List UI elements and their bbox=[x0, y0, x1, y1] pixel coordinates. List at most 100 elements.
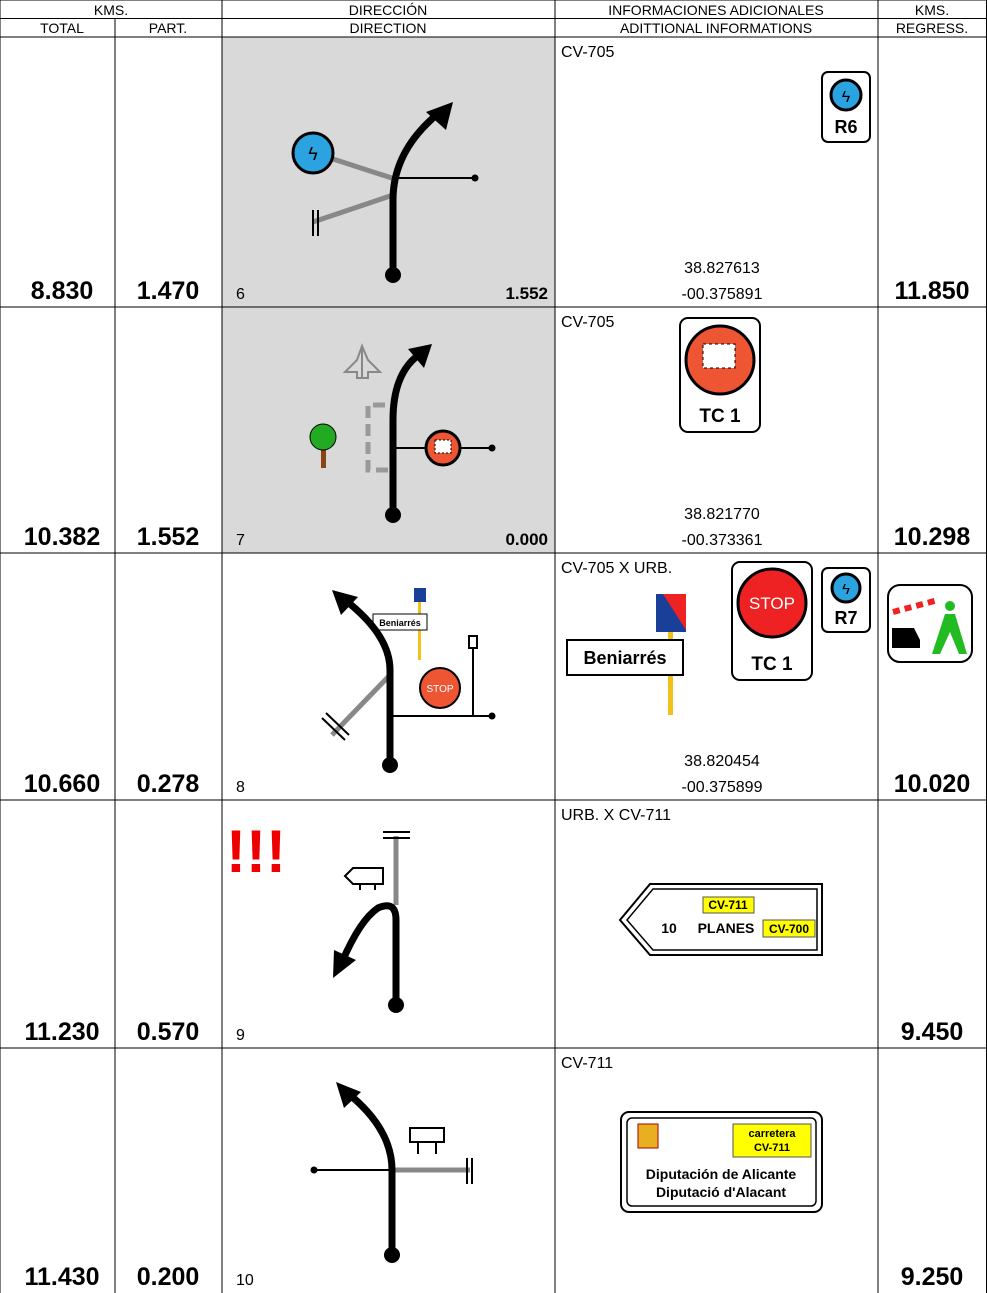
label: !!! bbox=[226, 818, 286, 885]
step-number: 10 bbox=[236, 1272, 254, 1289]
label: R6 bbox=[834, 117, 857, 137]
label: STOP bbox=[749, 594, 795, 613]
shape bbox=[330, 673, 392, 737]
header: KMS. TOTAL PART. DIRECCIÓN DIRECTION INF… bbox=[40, 2, 968, 36]
shape bbox=[338, 902, 400, 1009]
km-total: 10.382 bbox=[24, 523, 100, 551]
label: Diputació d'Alacant bbox=[656, 1184, 786, 1200]
step-distance: 1.552 bbox=[505, 284, 548, 303]
shape bbox=[310, 1166, 318, 1174]
label: 10 bbox=[661, 920, 677, 936]
label: ADITTIONAL INFORMATIONS bbox=[620, 20, 812, 36]
diagram-7: TC 1 bbox=[309, 317, 761, 523]
km-total: 11.430 bbox=[24, 1263, 99, 1291]
shape: ϟ bbox=[842, 89, 851, 106]
shape bbox=[830, 572, 862, 604]
road: CV-705 bbox=[561, 44, 614, 61]
shape bbox=[829, 78, 863, 112]
label: R7 bbox=[834, 608, 857, 628]
label: KMS. bbox=[94, 2, 128, 18]
shape bbox=[414, 588, 426, 602]
shape bbox=[309, 423, 337, 451]
latitude: 38.821770 bbox=[684, 506, 760, 523]
diagram-8: Beniarrés STOP Beniarrés STOP TC 1 ϟ R7 bbox=[321, 561, 973, 773]
step-number: 7 bbox=[236, 532, 245, 549]
label: TC 1 bbox=[699, 406, 741, 427]
label: CV-711 bbox=[708, 898, 748, 912]
diagram-10: carretera CV-711 Diputación de Alicante … bbox=[310, 1082, 823, 1263]
shape bbox=[329, 155, 399, 183]
shape bbox=[312, 192, 394, 225]
km-part: 1.552 bbox=[137, 523, 200, 551]
label: INFORMACIONES ADICIONALES bbox=[608, 2, 823, 18]
shape bbox=[736, 567, 808, 639]
label: carretera bbox=[748, 1128, 796, 1140]
km-total: 11.230 bbox=[24, 1018, 99, 1046]
shape: ϟ bbox=[308, 144, 318, 164]
km-part: 1.470 bbox=[137, 277, 200, 305]
shape bbox=[626, 1117, 817, 1207]
label: REGRESS. bbox=[896, 20, 968, 36]
label: Diputación de Alicante bbox=[646, 1166, 797, 1182]
shape bbox=[383, 831, 410, 839]
shape bbox=[566, 639, 684, 676]
road: CV-711 bbox=[561, 1055, 613, 1072]
shape bbox=[385, 507, 401, 523]
shape bbox=[384, 1247, 400, 1263]
shape bbox=[409, 1127, 445, 1154]
km-regress: 11.850 bbox=[894, 277, 969, 305]
label: Beniarrés bbox=[379, 618, 421, 628]
km-total: 10.660 bbox=[24, 770, 100, 798]
shape bbox=[321, 442, 326, 468]
label: PART. bbox=[149, 20, 187, 36]
shape bbox=[466, 1158, 473, 1184]
shape bbox=[488, 712, 496, 720]
shape: ϟ bbox=[842, 581, 850, 598]
km-part: 0.200 bbox=[137, 1263, 200, 1291]
longitude: -00.375899 bbox=[682, 779, 763, 796]
table-cells: 8.830 1.470 11.850 6 1.552 CV-705 38.827613 -00… bbox=[24, 44, 971, 1291]
shape bbox=[702, 343, 736, 369]
shape bbox=[365, 402, 388, 473]
shape bbox=[892, 628, 920, 648]
shape bbox=[637, 1123, 659, 1149]
shape bbox=[332, 590, 358, 615]
shape bbox=[336, 1082, 361, 1108]
longitude: -00.375891 bbox=[682, 286, 763, 303]
label: DIRECTION bbox=[350, 20, 427, 36]
step-number: 6 bbox=[236, 286, 245, 303]
label: CV-700 bbox=[769, 922, 809, 936]
step-distance: 0.000 bbox=[505, 530, 548, 549]
shape bbox=[385, 267, 401, 283]
shape bbox=[291, 131, 335, 175]
shape bbox=[732, 1123, 812, 1158]
km-regress: 9.450 bbox=[901, 1018, 964, 1046]
shape bbox=[312, 210, 319, 236]
step-number: 8 bbox=[236, 779, 245, 796]
diagram-6: ϟ ϟ R6 bbox=[291, 71, 871, 283]
label: STOP bbox=[426, 684, 453, 695]
shape bbox=[932, 614, 967, 654]
shape bbox=[426, 102, 453, 130]
road: CV-705 bbox=[561, 314, 614, 331]
label: Beniarrés bbox=[583, 648, 666, 668]
km-part: 0.570 bbox=[137, 1018, 200, 1046]
shape bbox=[389, 108, 444, 279]
shape bbox=[382, 757, 398, 773]
shape bbox=[342, 343, 383, 379]
shape bbox=[471, 174, 479, 182]
latitude: 38.820454 bbox=[684, 753, 760, 770]
km-part: 0.278 bbox=[137, 770, 200, 798]
shape bbox=[343, 867, 384, 890]
longitude: -00.373361 bbox=[682, 532, 763, 549]
km-regress: 10.020 bbox=[894, 770, 970, 798]
step-number: 9 bbox=[236, 1027, 245, 1044]
shape bbox=[333, 950, 356, 978]
shape bbox=[702, 896, 755, 914]
km-regress: 10.298 bbox=[894, 523, 971, 551]
shape bbox=[388, 997, 404, 1013]
shape bbox=[468, 635, 478, 649]
km-regress: 9.250 bbox=[901, 1263, 964, 1291]
label: CV-711 bbox=[754, 1142, 790, 1154]
shape bbox=[626, 888, 818, 951]
